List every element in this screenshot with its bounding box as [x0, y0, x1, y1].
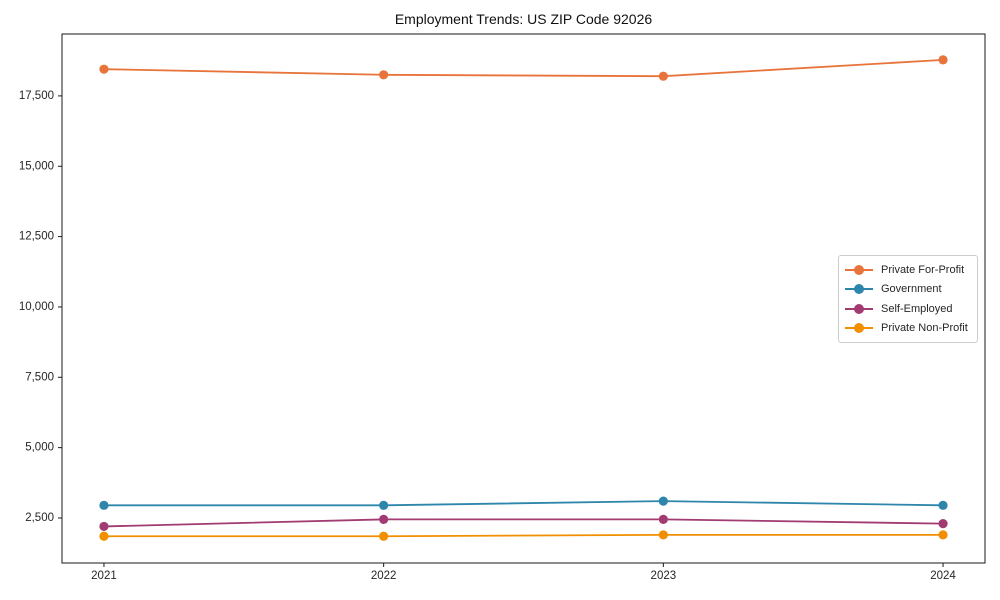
- legend-item-private-for-profit: Private For-Profit: [844, 260, 971, 280]
- data-point-private-non-profit: [379, 531, 389, 541]
- legend-item-government: Government: [844, 280, 971, 300]
- data-point-private-for-profit: [938, 55, 948, 65]
- x-tick-label: 2024: [930, 570, 956, 582]
- data-point-government: [99, 500, 109, 510]
- data-point-private-for-profit: [379, 70, 389, 80]
- y-tick-label: 10,000: [19, 301, 54, 313]
- data-point-self-employed: [938, 519, 948, 529]
- chart-title: Employment Trends: US ZIP Code 92026: [394, 11, 653, 27]
- x-tick-label: 2022: [371, 570, 397, 582]
- legend: Private For-Profit Government Self-Emplo…: [838, 255, 978, 343]
- data-point-private-non-profit: [658, 530, 668, 540]
- legend-label: Self-Employed: [881, 302, 953, 315]
- legend-item-self-employed: Self-Employed: [844, 299, 971, 319]
- data-point-government: [379, 500, 389, 510]
- legend-item-private-non-profit: Private Non-Profit: [844, 319, 971, 339]
- legend-label: Government: [881, 283, 942, 296]
- data-point-government: [938, 500, 948, 510]
- data-point-government: [658, 496, 668, 506]
- line-marker-icon: [845, 264, 873, 275]
- legend-label: Private Non-Profit: [881, 322, 968, 335]
- legend-label: Private For-Profit: [881, 263, 965, 276]
- line-marker-icon: [845, 303, 873, 314]
- series-line-government: [103, 500, 944, 507]
- series-line-private-for-profit: [103, 58, 944, 78]
- y-tick-label: 15,000: [19, 160, 54, 172]
- y-tick-label: 12,500: [19, 231, 54, 243]
- y-tick-label: 17,500: [19, 90, 54, 102]
- x-tick-label: 2023: [651, 570, 677, 582]
- data-point-self-employed: [658, 514, 668, 524]
- y-tick-label: 7,500: [25, 371, 54, 383]
- data-point-self-employed: [99, 521, 109, 532]
- series-line-self-employed: [103, 518, 944, 528]
- data-point-private-for-profit: [99, 64, 109, 74]
- x-tick-label: 2021: [91, 570, 117, 582]
- data-point-private-non-profit: [99, 531, 109, 541]
- data-point-private-non-profit: [938, 530, 948, 540]
- plot-border: [61, 33, 986, 564]
- data-point-self-employed: [379, 514, 389, 524]
- line-marker-icon: [845, 323, 873, 334]
- series-line-private-non-profit: [103, 533, 944, 538]
- y-tick-label: 2,500: [25, 512, 54, 524]
- data-point-private-for-profit: [658, 71, 668, 81]
- y-tick-label: 5,000: [25, 442, 54, 454]
- line-marker-icon: [845, 284, 873, 295]
